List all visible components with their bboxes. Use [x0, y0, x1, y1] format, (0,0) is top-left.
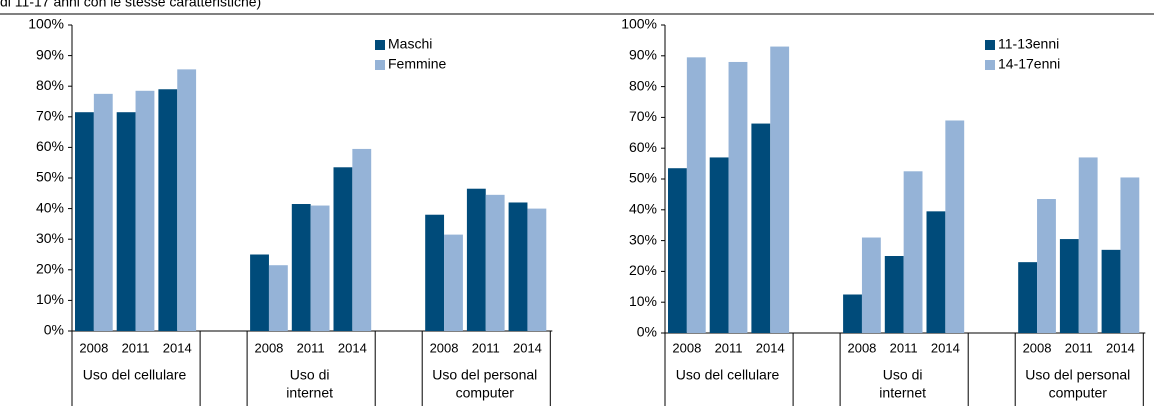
bar: [135, 90, 155, 331]
legend-label: Maschi: [388, 36, 432, 52]
bar: [466, 188, 486, 331]
x-tick-label: 2011: [122, 340, 150, 355]
bar: [177, 69, 197, 332]
x-tick-label: 2011: [297, 340, 325, 355]
bar: [751, 123, 771, 333]
y-tick-label: 30%: [629, 231, 657, 247]
legend-swatch: [985, 60, 995, 70]
bar: [485, 194, 505, 331]
x-tick-label: 2011: [1065, 340, 1093, 355]
group-label: Uso del personal: [1025, 367, 1130, 383]
group-label: Uso del cellulare: [83, 367, 187, 383]
x-tick-label: 2008: [672, 340, 701, 355]
bar: [75, 112, 94, 332]
bar: [444, 234, 463, 331]
group-label: internet: [286, 385, 333, 401]
bar: [668, 168, 687, 333]
y-tick-label: 60%: [629, 139, 657, 155]
legend-label: 11-13enni: [998, 36, 1059, 52]
bar: [728, 61, 748, 334]
y-tick-label: 10%: [629, 293, 657, 309]
group-label: internet: [879, 385, 926, 401]
y-tick-label: 40%: [36, 199, 64, 215]
x-tick-label: 2011: [890, 340, 918, 355]
y-tick-label: 90%: [629, 47, 657, 63]
bar: [268, 265, 288, 331]
bar: [861, 237, 881, 333]
caption: di 11-17 anni con le stesse caratteristi…: [0, 0, 261, 10]
y-tick-label: 0%: [44, 322, 64, 338]
x-tick-label: 2008: [430, 340, 459, 355]
bar: [250, 254, 269, 331]
bar: [843, 294, 862, 333]
x-tick-label: 2008: [847, 340, 876, 355]
bar: [425, 214, 445, 331]
y-tick-label: 50%: [629, 170, 657, 186]
y-tick-label: 10%: [36, 291, 64, 307]
y-tick-label: 70%: [629, 108, 657, 124]
y-tick-label: 70%: [36, 108, 64, 124]
y-tick-label: 80%: [36, 77, 64, 93]
y-tick-label: 80%: [629, 77, 657, 93]
bar: [310, 205, 330, 331]
bar: [884, 256, 904, 333]
group-label: Uso del personal: [432, 367, 537, 383]
bar: [352, 148, 372, 331]
bar: [903, 171, 923, 333]
bar: [926, 211, 946, 333]
x-tick-label: 2011: [715, 340, 743, 355]
bar: [1018, 262, 1038, 333]
group-label: Uso di: [883, 367, 923, 383]
bar: [770, 46, 790, 334]
y-tick-label: 20%: [36, 261, 64, 277]
x-tick-label: 2008: [1023, 340, 1052, 355]
y-tick-label: 100%: [28, 16, 64, 32]
bar: [1101, 249, 1121, 333]
group-label: Uso di: [290, 367, 330, 383]
bar: [686, 57, 706, 334]
bar: [1059, 239, 1079, 333]
x-tick-label: 2014: [163, 340, 192, 355]
y-tick-label: 20%: [629, 262, 657, 278]
bar: [527, 208, 547, 331]
bar: [291, 204, 311, 331]
bar: [333, 167, 353, 331]
group-label: Uso del cellulare: [676, 367, 780, 383]
y-tick-label: 30%: [36, 230, 64, 246]
group-label: computer: [456, 385, 515, 401]
group-label: computer: [1049, 385, 1108, 401]
bar: [93, 93, 113, 331]
legend-swatch: [375, 60, 385, 70]
legend-label: Femmine: [388, 56, 447, 72]
y-tick-label: 60%: [36, 138, 64, 154]
bar: [1078, 157, 1098, 333]
legend-swatch: [985, 40, 995, 50]
x-tick-label: 2014: [1106, 340, 1135, 355]
x-tick-label: 2014: [931, 340, 960, 355]
x-tick-label: 2014: [756, 340, 785, 355]
y-tick-label: 100%: [621, 16, 657, 32]
x-tick-label: 2014: [338, 340, 367, 355]
bar: [116, 112, 136, 332]
x-tick-label: 2011: [472, 340, 500, 355]
x-tick-label: 2014: [513, 340, 542, 355]
y-tick-label: 50%: [36, 169, 64, 185]
legend-label: 14-17enni: [998, 56, 1060, 72]
x-tick-label: 2008: [254, 340, 283, 355]
y-tick-label: 40%: [629, 201, 657, 217]
bar: [158, 89, 178, 331]
y-tick-label: 90%: [36, 46, 64, 62]
x-tick-label: 2008: [79, 340, 108, 355]
y-tick-label: 0%: [637, 324, 657, 340]
bar: [1120, 177, 1140, 333]
bar: [709, 157, 729, 333]
bar: [508, 202, 528, 331]
bar: [1037, 199, 1056, 333]
legend-swatch: [375, 40, 385, 50]
bar: [945, 120, 965, 333]
